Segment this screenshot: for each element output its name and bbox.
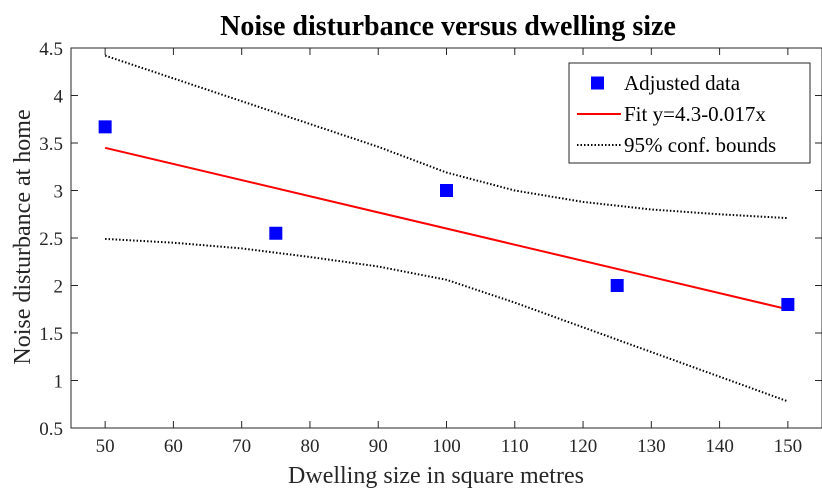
- x-tick-label: 70: [232, 436, 251, 457]
- legend: Adjusted data Fit y=4.3-0.017x 95% conf. b…: [568, 62, 811, 164]
- y-axis-label: Noise disturbance at home: [10, 109, 36, 364]
- data-point: [269, 226, 283, 240]
- x-tick-label: 140: [705, 436, 734, 457]
- data-point: [781, 298, 795, 311]
- legend-label: 95% conf. bounds: [624, 133, 776, 157]
- axis-ticks: 50 60 70 80 90 100 110 120 130 140 150 0.5 1 1.5 2 2.5 3…: [39, 39, 822, 457]
- x-tick-label: 60: [164, 436, 183, 457]
- x-tick-label: 120: [569, 436, 598, 457]
- y-tick-label: 0.5: [39, 419, 63, 440]
- chart-title: Noise disturbance versus dwelling size: [220, 11, 676, 42]
- legend-label: Fit y=4.3-0.017x: [624, 102, 766, 126]
- y-tick-label: 3: [54, 182, 64, 203]
- upper-confidence-bound: [104, 54, 788, 220]
- x-tick-label: 80: [300, 436, 319, 457]
- y-tick-label: 2: [54, 277, 64, 298]
- legend-label: Adjusted data: [624, 71, 741, 95]
- y-tick-label: 4.5: [39, 39, 63, 60]
- data-point: [610, 279, 624, 292]
- x-tick-label: 150: [774, 436, 803, 457]
- series-group: [98, 54, 795, 403]
- legend-marker-data: [591, 76, 604, 90]
- y-tick-label: 1: [54, 372, 64, 393]
- x-tick-label: 50: [96, 436, 115, 457]
- x-tick-label: 100: [432, 436, 461, 457]
- data-point: [440, 184, 453, 197]
- x-tick-label: 90: [369, 436, 388, 457]
- x-axis-label: Dwelling size in square metres: [288, 463, 584, 488]
- y-tick-label: 4: [54, 87, 64, 108]
- fit-line: [104, 146, 789, 311]
- y-tick-label: 2.5: [39, 229, 63, 250]
- data-point: [98, 120, 112, 134]
- lower-confidence-bound: [105, 237, 789, 403]
- y-tick-label: 3.5: [39, 134, 63, 155]
- x-tick-label: 110: [501, 436, 529, 457]
- y-tick-label: 1.5: [39, 324, 63, 345]
- x-tick-label: 130: [637, 436, 666, 457]
